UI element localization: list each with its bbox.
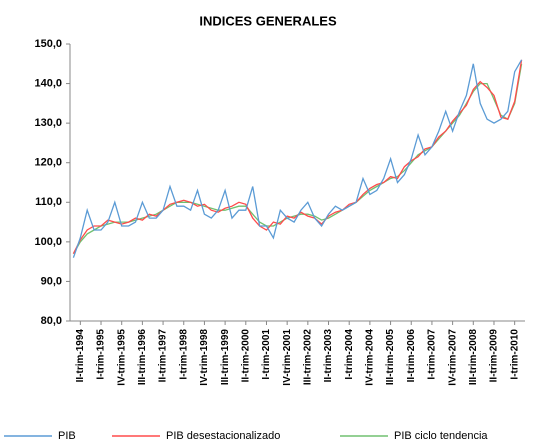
chart-title: INDICES GENERALES <box>199 13 337 28</box>
x-tick-label: III-trim-1996 <box>137 329 148 386</box>
x-tick-label: IV-trim-2001 <box>282 329 293 386</box>
x-tick-label: IV-trim-1995 <box>116 329 127 386</box>
y-tick-label: 100,0 <box>34 236 62 248</box>
y-tick-label: 80,0 <box>41 315 62 327</box>
y-tick-label: 110,0 <box>35 196 62 208</box>
y-tick-label: 90,0 <box>41 275 62 287</box>
x-tick-label: IV-trim-2007 <box>447 329 458 386</box>
x-tick-label: III-trim-2005 <box>385 329 396 386</box>
x-tick-label: I-trim-2004 <box>344 329 355 380</box>
x-tick-label: I-trim-1995 <box>96 329 107 380</box>
legend: PIB PIB desestacionalizado PIB ciclo tende… <box>4 430 488 442</box>
x-tick-label: III-trim-2002 <box>302 329 313 386</box>
y-tick-label: 130,0 <box>34 117 62 129</box>
x-tick-label: IV-trim-2004 <box>365 329 376 386</box>
y-tick-label: 150,0 <box>34 38 62 50</box>
x-tick-label: II-trim-1994 <box>75 329 86 383</box>
x-tick-label: II-trim-2009 <box>489 329 500 383</box>
series-line <box>72 63 523 255</box>
x-tick-label: II-trim-2000 <box>240 329 251 383</box>
legend-label: PIB desestacionalizado <box>166 430 280 442</box>
x-tick-label: II-trim-2006 <box>406 329 417 383</box>
x-tick-label: I-trim-2001 <box>261 329 272 380</box>
x-tick-label: II-trim-1997 <box>158 329 169 383</box>
x-tick-label: I-trim-2010 <box>509 329 520 380</box>
series-line <box>72 59 523 254</box>
series-line <box>72 59 523 258</box>
legend-label: PIB <box>58 430 76 442</box>
x-tick-label: III-trim-2008 <box>468 329 479 386</box>
y-tick-label: 120,0 <box>34 157 62 169</box>
legend-label: PIB ciclo tendencia <box>394 430 488 442</box>
y-tick-label: 140,0 <box>34 77 62 89</box>
x-tick-label: I-trim-2007 <box>427 329 438 380</box>
x-tick-label: IV-trim-1998 <box>199 329 210 386</box>
x-tick-label: III-trim-1999 <box>220 329 231 386</box>
x-tick-label: II-trim-2003 <box>323 329 334 383</box>
x-tick-label: I-trim-1998 <box>178 329 189 380</box>
